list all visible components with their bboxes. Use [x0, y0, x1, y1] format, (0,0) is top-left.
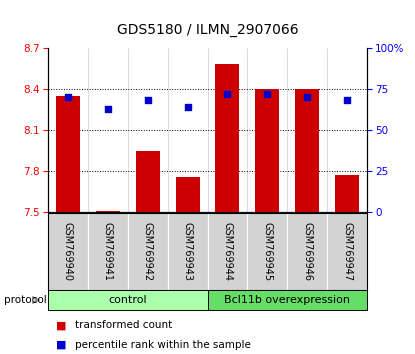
Bar — [256, 89, 279, 212]
Bar — [48, 213, 88, 290]
Text: GSM769942: GSM769942 — [143, 222, 153, 281]
Bar — [128, 213, 168, 290]
Bar — [295, 89, 320, 212]
Bar — [176, 177, 200, 212]
Point — [304, 94, 311, 100]
Text: GDS5180 / ILMN_2907066: GDS5180 / ILMN_2907066 — [117, 23, 298, 37]
Bar — [136, 151, 159, 212]
Text: protocol: protocol — [4, 295, 47, 305]
Text: Bcl11b overexpression: Bcl11b overexpression — [225, 295, 350, 305]
Point — [264, 91, 271, 97]
Text: GSM769944: GSM769944 — [222, 222, 232, 281]
Point — [64, 94, 71, 100]
Bar — [48, 290, 208, 310]
Text: GSM769945: GSM769945 — [262, 222, 272, 281]
Text: GSM769941: GSM769941 — [103, 222, 112, 281]
Text: GSM769940: GSM769940 — [63, 222, 73, 281]
Text: ■: ■ — [56, 339, 66, 350]
Text: GSM769946: GSM769946 — [303, 222, 312, 281]
Text: transformed count: transformed count — [75, 320, 172, 330]
Bar — [168, 213, 208, 290]
Text: GSM769943: GSM769943 — [183, 222, 193, 281]
Point — [144, 98, 151, 103]
Bar — [247, 213, 287, 290]
Bar — [88, 213, 128, 290]
Bar — [208, 213, 247, 290]
Point — [104, 106, 111, 112]
Point — [224, 91, 231, 97]
Point — [184, 104, 191, 110]
Text: ■: ■ — [56, 320, 66, 330]
Bar — [56, 96, 80, 212]
Bar — [335, 175, 359, 212]
Bar — [215, 64, 239, 212]
Bar — [95, 211, 120, 212]
Text: percentile rank within the sample: percentile rank within the sample — [75, 339, 251, 350]
Text: control: control — [108, 295, 147, 305]
Bar — [287, 213, 327, 290]
Bar — [208, 290, 367, 310]
Bar — [327, 213, 367, 290]
Point — [344, 98, 351, 103]
Text: GSM769947: GSM769947 — [342, 222, 352, 281]
